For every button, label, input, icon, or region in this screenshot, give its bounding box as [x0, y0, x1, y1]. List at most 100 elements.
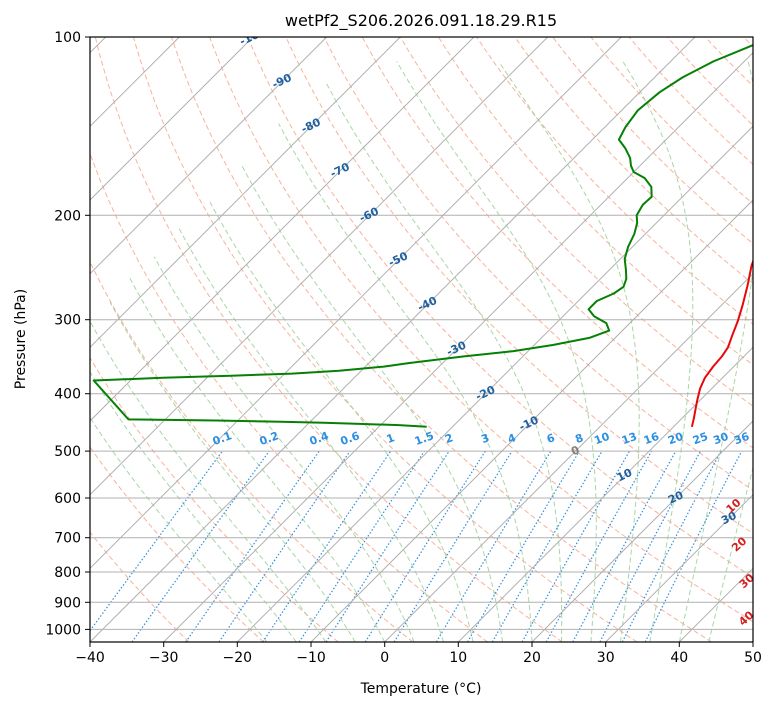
x-tick-label: 10: [449, 650, 467, 666]
y-axis-label: Pressure (hPa): [13, 289, 29, 389]
isotherm-label: -100: [238, 25, 269, 49]
isotherm: [678, 567, 753, 642]
moist-adiabat: [241, 165, 503, 642]
isotherm: [457, 346, 753, 642]
dry-adiabat: [90, 356, 339, 642]
moist-adiabat: [129, 277, 386, 642]
moist-adiabat-label: 30: [737, 571, 757, 591]
mixing-ratio-label: 4: [506, 431, 518, 446]
y-tick-label: 800: [54, 565, 81, 581]
x-tick-label: −40: [75, 650, 105, 666]
moist-adiabat: [209, 201, 474, 642]
dry-adiabat: [323, 37, 753, 491]
mixing-ratio-label: 6: [545, 431, 557, 446]
dry-adiabat: [399, 37, 753, 407]
dry-adiabat: [247, 37, 753, 578]
mixing-ratio-line: [185, 450, 320, 642]
isotherm: [90, 37, 254, 201]
y-axis-ticks: 100 200 300 400 500 600 700 800 900 1000: [45, 30, 90, 638]
mixing-ratio-line: [325, 450, 450, 642]
moist-adiabat: [326, 83, 563, 642]
mixing-ratio-line: [521, 450, 631, 642]
isotherm-label: 10: [615, 466, 635, 484]
mixing-ratio-label: 0.2: [258, 429, 281, 448]
isotherm: [752, 641, 753, 642]
isotherm: [90, 37, 622, 570]
y-tick-label: 100: [54, 30, 81, 46]
mixing-ratio-line: [491, 450, 603, 642]
chart-title: wetPf2_S206.2026.091.18.29.R15: [285, 11, 557, 31]
mixing-ratio-label: 0.6: [339, 429, 362, 448]
dry-adiabat: [90, 152, 488, 642]
y-tick-label: 1000: [45, 622, 81, 638]
plot-frame: [89, 36, 754, 643]
isotherm-label: -80: [299, 115, 323, 135]
x-axis-ticks: −40 −30 −20 −10 0 10 20 30 40 50: [75, 642, 762, 666]
mixing-ratio-label: 36: [732, 430, 751, 448]
isotherm: [163, 51, 753, 642]
moist-adiabat: [153, 256, 415, 642]
mixing-ratio-line: [599, 450, 702, 642]
moist-adiabat: [278, 123, 533, 642]
dry-adiabat: [209, 37, 753, 623]
mixing-ratio-line: [90, 450, 223, 632]
y-tick-label: 400: [54, 387, 81, 403]
isotherm: [384, 272, 753, 642]
moist-adiabat: [109, 301, 356, 642]
moist-adiabat: [622, 61, 694, 642]
y-tick-label: 200: [54, 208, 81, 224]
profile-series: [92, 43, 753, 428]
mixing-ratio-label: 8: [573, 431, 585, 446]
moist-adiabat: [178, 227, 445, 642]
dry-adiabat: [437, 37, 753, 366]
mixing-ratio-lines: [90, 450, 743, 642]
x-tick-label: 40: [670, 650, 688, 666]
isotherms: [90, 37, 753, 642]
moist-adiabat: [396, 61, 597, 642]
mixing-ratio-line: [393, 450, 513, 642]
mixing-ratio-line: [572, 450, 677, 642]
mixing-ratio-label: 0.4: [308, 429, 331, 448]
plot-area: -100-90-80-70-60-50-40-30-20-10010203040…: [90, 25, 757, 642]
x-tick-label: −30: [149, 650, 179, 666]
mixing-ratio-line: [364, 450, 486, 642]
isotherm: [90, 37, 475, 422]
x-tick-label: 20: [523, 650, 541, 666]
mixing-ratio-line: [298, 450, 425, 642]
isotherm: [236, 125, 753, 642]
isotherm: [90, 37, 328, 275]
dry-adiabat: [666, 37, 753, 126]
isotherm-label: 20: [666, 488, 686, 506]
mixing-ratio-label: 2: [443, 431, 455, 446]
dry-adiabat: [590, 37, 753, 205]
dry-adiabat: [132, 37, 638, 642]
moist-adiabat: [708, 466, 753, 642]
moist-adiabats: [90, 61, 753, 642]
dewpoint-line: [92, 43, 753, 428]
isotherm-label: 30: [719, 509, 739, 527]
isotherm: [90, 37, 549, 496]
y-tick-label: 900: [54, 595, 81, 611]
mixing-ratio-label: 20: [666, 430, 685, 448]
x-tick-label: 30: [597, 650, 615, 666]
y-tick-label: 500: [54, 444, 81, 460]
mixing-ratio-line: [545, 450, 653, 642]
moist-adiabat: [90, 370, 297, 642]
mixing-ratio-label: 25: [691, 430, 710, 447]
y-tick-label: 700: [54, 531, 81, 547]
isotherm: [531, 420, 753, 642]
mixing-ratio-label: 16: [642, 430, 661, 448]
mixing-ratio-line: [644, 450, 743, 642]
y-tick-label: 300: [54, 313, 81, 329]
moist-adiabat: [498, 61, 640, 642]
mixing-ratio-label: 3: [479, 431, 491, 446]
x-tick-label: 0: [380, 650, 389, 666]
mixing-ratio-label: 0.1: [211, 429, 234, 448]
mixing-ratio-label: 1: [385, 431, 397, 446]
isotherm: [90, 37, 401, 349]
isotherm: [310, 199, 753, 642]
mixing-ratio-label: 1.5: [413, 429, 436, 448]
x-tick-label: −10: [296, 650, 326, 666]
dry-adiabat: [90, 260, 414, 642]
